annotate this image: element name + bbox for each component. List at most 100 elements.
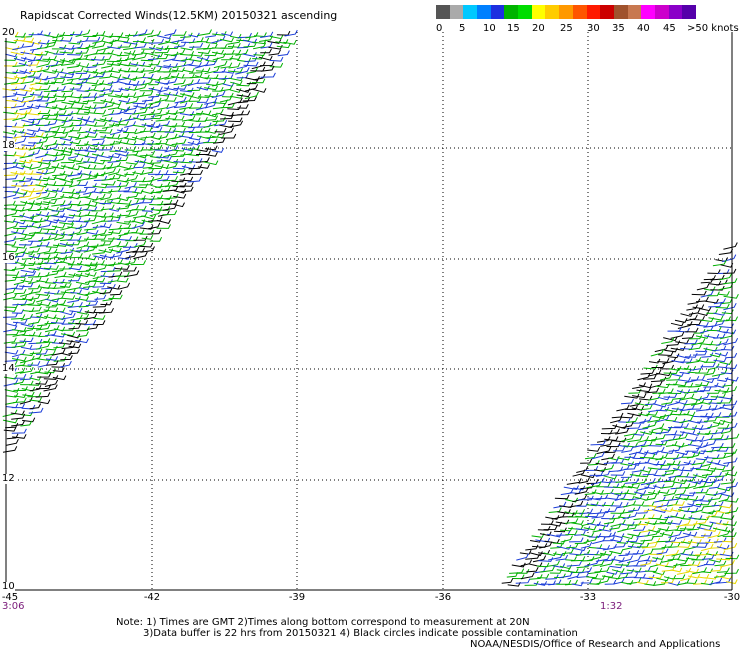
wind-barb [59,242,75,247]
wind-barb [661,556,675,563]
wind-barb [3,312,19,318]
wind-barb [20,71,36,79]
wind-barb [99,199,113,205]
wind-barb [653,460,666,466]
wind-barb [117,133,130,140]
wind-barb [19,282,34,288]
wind-barb [20,313,33,321]
wind-barb [220,44,235,49]
wind-barb [637,508,650,514]
wind-barb [44,72,60,80]
wind-barb [29,85,42,91]
wind-barb [124,174,139,182]
wind-barb [212,52,226,61]
wind-barb [196,85,210,91]
wind-barb [86,297,99,302]
wind-barb [69,126,82,132]
wind-barb [238,97,250,104]
wind-barb [703,369,716,376]
wind-barb [35,151,49,159]
wind-barb [566,478,582,485]
wind-barb [92,289,107,295]
wind-barb [93,117,107,123]
wind-barb [42,55,57,61]
wind-barb [50,59,65,68]
wind-barb [673,479,687,485]
wind-barb [707,373,721,380]
wind-barb [35,342,51,350]
wind-barb [107,241,122,249]
wind-barb [75,272,91,278]
wind-barb [680,515,693,520]
wind-barb [92,282,106,288]
wind-barb [147,76,162,81]
wind-barb [553,551,567,556]
wind-barb [51,307,66,313]
wind-barb [148,216,163,222]
wind-barb [171,35,186,43]
wind-barb [700,447,715,453]
wind-barb [68,116,84,122]
wind-barb [670,331,685,339]
wind-barb [580,567,593,574]
wind-barb [623,442,638,448]
wind-barb [214,119,228,127]
wind-barb [649,380,663,389]
wind-barb [710,566,723,572]
wind-barb [13,224,29,230]
wind-barb [197,29,212,37]
wind-barb [691,555,706,561]
wind-barb [149,153,163,159]
wind-barb [28,287,42,295]
wind-barb [78,254,91,259]
wind-barb [100,223,112,229]
wind-barb [711,428,725,435]
wind-barb [537,573,550,579]
wind-barb [154,146,170,151]
wind-barb [581,532,595,538]
wind-barb [66,73,83,81]
wind-barb [622,523,638,531]
wind-barb [244,84,259,92]
wind-barb [689,315,705,321]
wind-barb [21,386,36,392]
wind-barb [663,336,678,342]
wind-barb [709,434,724,440]
wind-barb [546,532,563,538]
wind-barb [11,349,26,358]
wind-barb [644,387,660,394]
wind-barb [53,175,68,181]
wind-barb [688,561,701,567]
wind-barb [695,500,711,506]
wind-barb [164,29,177,37]
wind-barb [82,96,97,103]
wind-barb [648,573,663,579]
wind-barb [85,41,97,49]
wind-barb [125,204,140,212]
wind-barb [43,87,59,92]
wind-barb [667,389,683,395]
wind-barb [677,376,691,382]
wind-barb [671,372,685,377]
wind-barb [187,144,200,150]
wind-barb [116,241,129,248]
wind-barb [122,266,137,272]
wind-barb [22,391,35,397]
wind-barb [187,176,202,183]
wind-barb [173,158,186,163]
wind-barb [91,216,107,225]
wind-barb [597,508,611,514]
wind-barb [36,188,49,195]
wind-barb [19,214,35,220]
wind-barb [196,37,210,43]
wind-barb [657,489,670,494]
wind-barb [565,497,579,503]
wind-barb [66,338,82,344]
wind-barb [687,442,704,448]
wind-barb [620,413,635,419]
lat-lon-grid [6,32,732,590]
wind-barb [61,78,74,86]
wind-barb [162,210,178,216]
wind-barb [154,80,170,85]
wind-barb [687,573,701,579]
